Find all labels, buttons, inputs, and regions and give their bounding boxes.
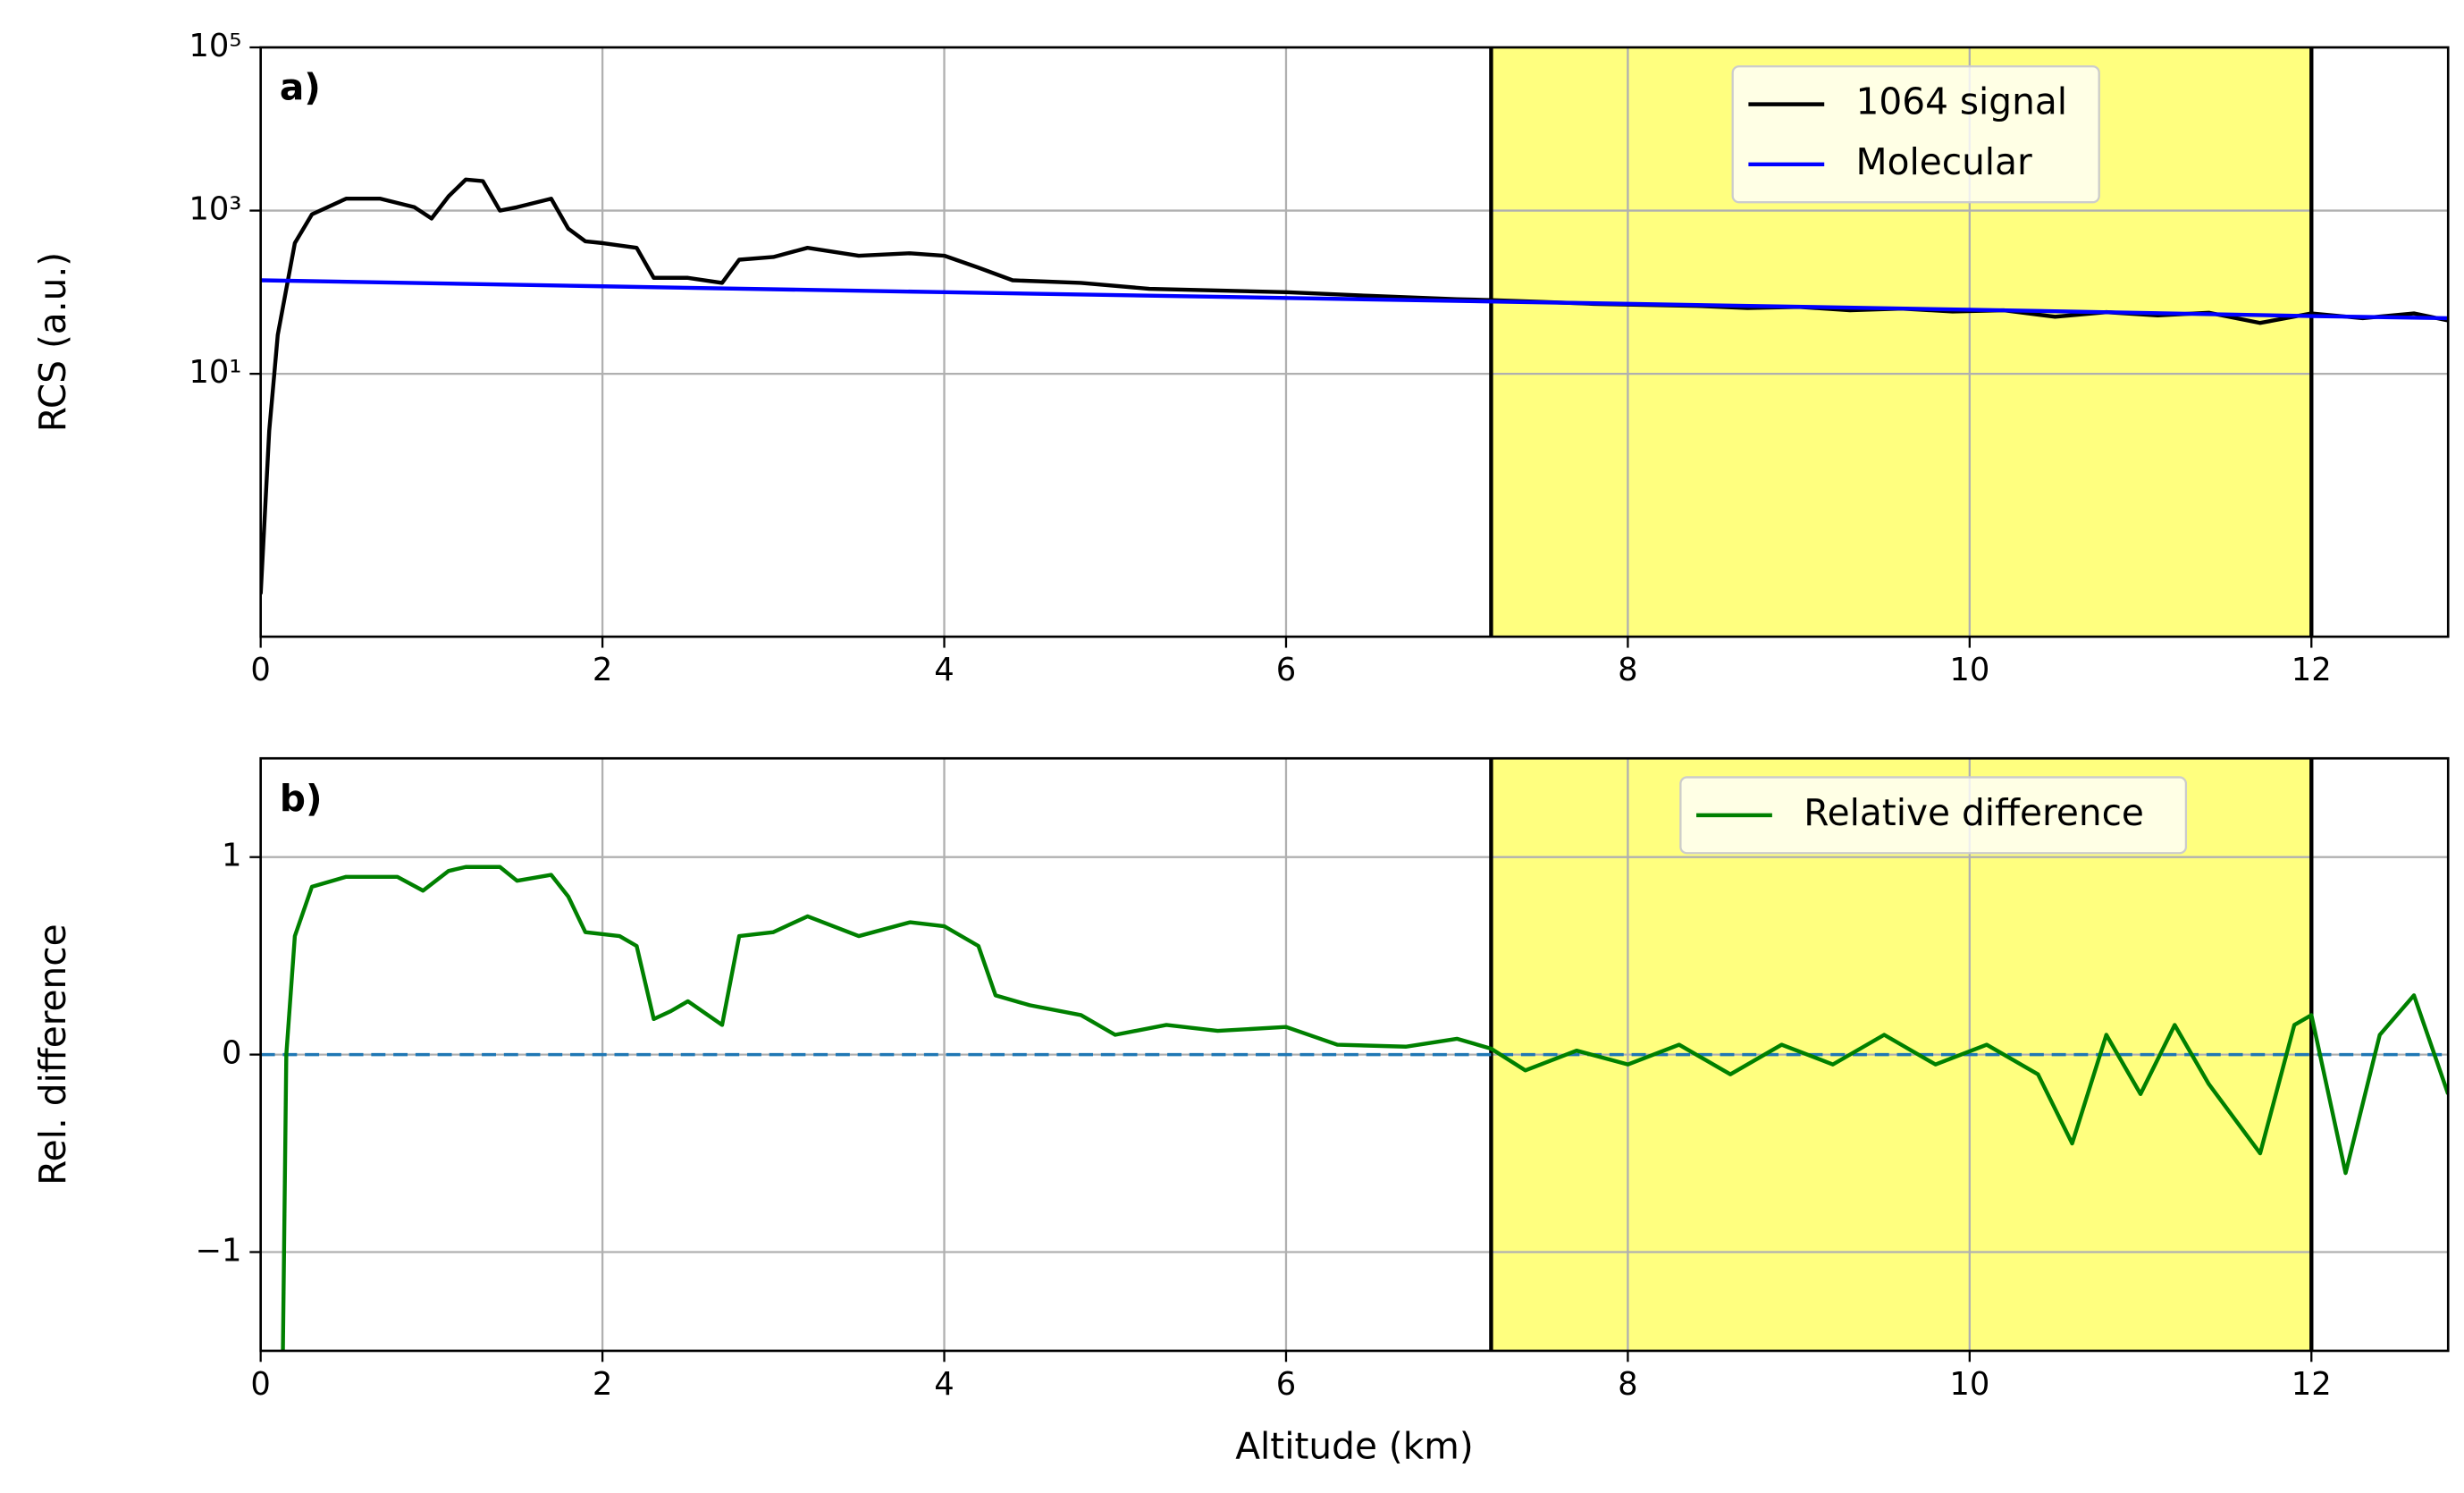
legend-box [1731,65,2100,204]
x-tick-label: 10 [1949,1366,1989,1403]
panel-label: b) [280,777,323,820]
legend-label: 1064 signal [1856,80,2067,123]
x-tick-label: 0 [250,652,270,688]
x-tick-label: 6 [1276,1366,1296,1403]
y-tick-label: −1 [195,1233,241,1269]
panel: 0 2 4 6 8 10 12 −1 0 1 b) Rel. difference Altitude (… [31,756,2450,1468]
panel-label: a) [280,66,321,109]
data-line [260,278,2449,321]
x-tick-label: 4 [934,1366,954,1403]
legend-label: Molecular [1856,140,2032,183]
axes-frame [259,756,2450,1353]
y-axis-label: RCS (a.u.) [31,252,74,432]
legend-label: Relative difference [1804,791,2144,834]
y-axis-label: Rel. difference [31,924,74,1185]
legend-box [1679,776,2188,855]
x-tick-label: 6 [1276,652,1296,688]
x-tick-label: 12 [2292,1366,2332,1403]
axes-frame [259,46,2450,638]
y-tick-label: 10⁵ [189,28,241,64]
data-line [281,865,2449,1351]
panel: 0 2 4 6 8 10 12 10¹ 10³ 10⁵ a) RCS (a.u.) 1064 signa… [31,28,2450,688]
y-tick-label: 1 [222,838,241,874]
x-tick-label: 12 [2292,652,2332,688]
x-tick-label: 2 [593,1366,612,1403]
x-axis-label: Altitude (km) [1235,1425,1473,1468]
x-tick-label: 0 [250,1366,270,1403]
x-tick-label: 2 [593,652,612,688]
y-tick-label: 10³ [189,191,241,228]
x-tick-label: 4 [934,652,954,688]
y-tick-label: 0 [222,1035,241,1072]
y-tick-label: 10¹ [189,354,241,391]
x-tick-label: 8 [1618,1366,1637,1403]
x-tick-label: 10 [1949,652,1989,688]
x-tick-label: 8 [1618,652,1637,688]
